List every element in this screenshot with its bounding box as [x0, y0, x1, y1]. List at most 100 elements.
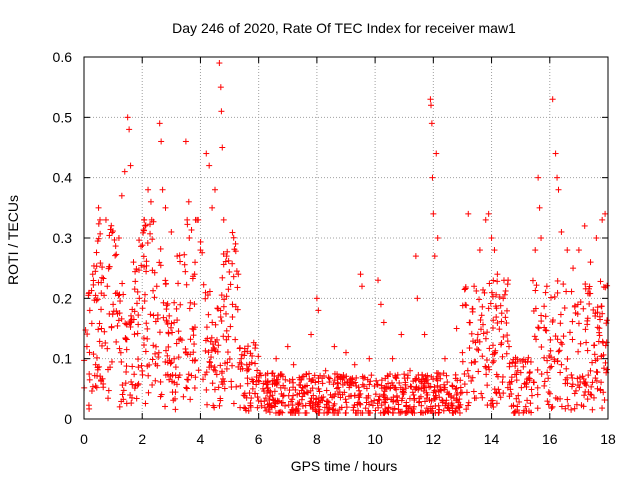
data-point: [453, 391, 460, 398]
data-point: [520, 356, 527, 363]
data-point: [190, 349, 197, 356]
data-point: [417, 393, 424, 400]
data-point: [135, 312, 142, 319]
data-point: [326, 406, 333, 413]
data-point: [118, 358, 125, 365]
data-point: [134, 300, 141, 307]
data-point: [108, 358, 115, 365]
data-point: [222, 360, 229, 367]
data-point: [127, 162, 134, 169]
data-point: [255, 378, 262, 385]
data-point: [601, 397, 608, 404]
data-point: [463, 302, 470, 309]
data-point: [359, 373, 366, 380]
data-point: [122, 380, 129, 387]
data-point: [232, 240, 239, 247]
data-point: [582, 388, 589, 395]
data-point: [483, 364, 490, 371]
data-point: [155, 354, 162, 361]
data-point: [341, 379, 348, 386]
data-point: [582, 379, 589, 386]
data-point: [150, 342, 157, 349]
data-point: [407, 383, 414, 390]
data-point: [589, 406, 596, 413]
data-point: [316, 388, 323, 395]
data-point: [409, 409, 416, 416]
data-point: [330, 402, 337, 409]
data-point: [141, 291, 148, 298]
data-point: [191, 271, 198, 278]
data-point: [248, 395, 255, 402]
data-point: [366, 409, 373, 416]
data-point: [164, 359, 171, 366]
data-point: [84, 331, 91, 338]
data-point: [373, 377, 380, 384]
data-point: [211, 386, 218, 393]
data-point: [91, 372, 98, 379]
y-tick-label: 0.6: [53, 49, 73, 65]
data-point: [88, 387, 95, 394]
x-tick-label: 12: [426, 431, 442, 447]
data-point: [389, 355, 396, 362]
data-point: [396, 409, 403, 416]
data-point: [504, 338, 511, 345]
data-point: [218, 108, 225, 115]
data-point: [427, 383, 434, 390]
data-point: [468, 330, 475, 337]
data-point: [504, 332, 511, 339]
data-point: [284, 343, 291, 350]
data-point: [491, 350, 498, 357]
data-point: [186, 234, 193, 241]
data-point: [237, 344, 244, 351]
data-point: [331, 370, 338, 377]
data-point: [298, 396, 305, 403]
data-point: [119, 382, 126, 389]
chart-title: Day 246 of 2020, Rate Of TEC Index for r…: [172, 20, 516, 36]
data-point: [268, 404, 275, 411]
x-tick-label: 0: [80, 431, 88, 447]
ticks: [83, 56, 609, 420]
data-point: [169, 389, 176, 396]
data-point: [146, 361, 153, 368]
data-point: [308, 378, 315, 385]
data-point: [128, 378, 135, 385]
data-point: [538, 312, 545, 319]
data-point: [414, 295, 421, 302]
data-point: [574, 382, 581, 389]
data-point: [600, 283, 607, 290]
data-point: [382, 375, 389, 382]
data-point: [246, 361, 253, 368]
data-point: [162, 204, 169, 211]
data-point: [581, 392, 588, 399]
data-point: [190, 332, 197, 339]
data-point: [322, 367, 329, 374]
data-point: [220, 250, 227, 257]
data-point: [183, 281, 190, 288]
data-point: [490, 317, 497, 324]
data-point: [325, 374, 332, 381]
data-point: [561, 304, 568, 311]
x-tick-label: 6: [255, 431, 263, 447]
data-point: [524, 397, 531, 404]
data-point: [162, 372, 169, 379]
data-point: [562, 376, 569, 383]
data-point: [234, 284, 241, 291]
data-point: [434, 235, 441, 241]
data-point: [402, 379, 409, 386]
data-point: [296, 374, 303, 381]
data-point: [232, 336, 239, 343]
data-point: [100, 275, 107, 282]
data-point: [109, 311, 116, 318]
data-point: [139, 371, 146, 378]
data-point: [224, 248, 231, 255]
y-tick-label: 0.3: [53, 230, 73, 246]
data-point: [583, 382, 590, 389]
data-point: [102, 216, 109, 223]
data-point: [374, 400, 381, 407]
data-point: [554, 289, 561, 296]
data-point: [598, 379, 605, 386]
data-point: [95, 326, 102, 333]
data-point: [449, 383, 456, 390]
data-point: [478, 326, 485, 333]
